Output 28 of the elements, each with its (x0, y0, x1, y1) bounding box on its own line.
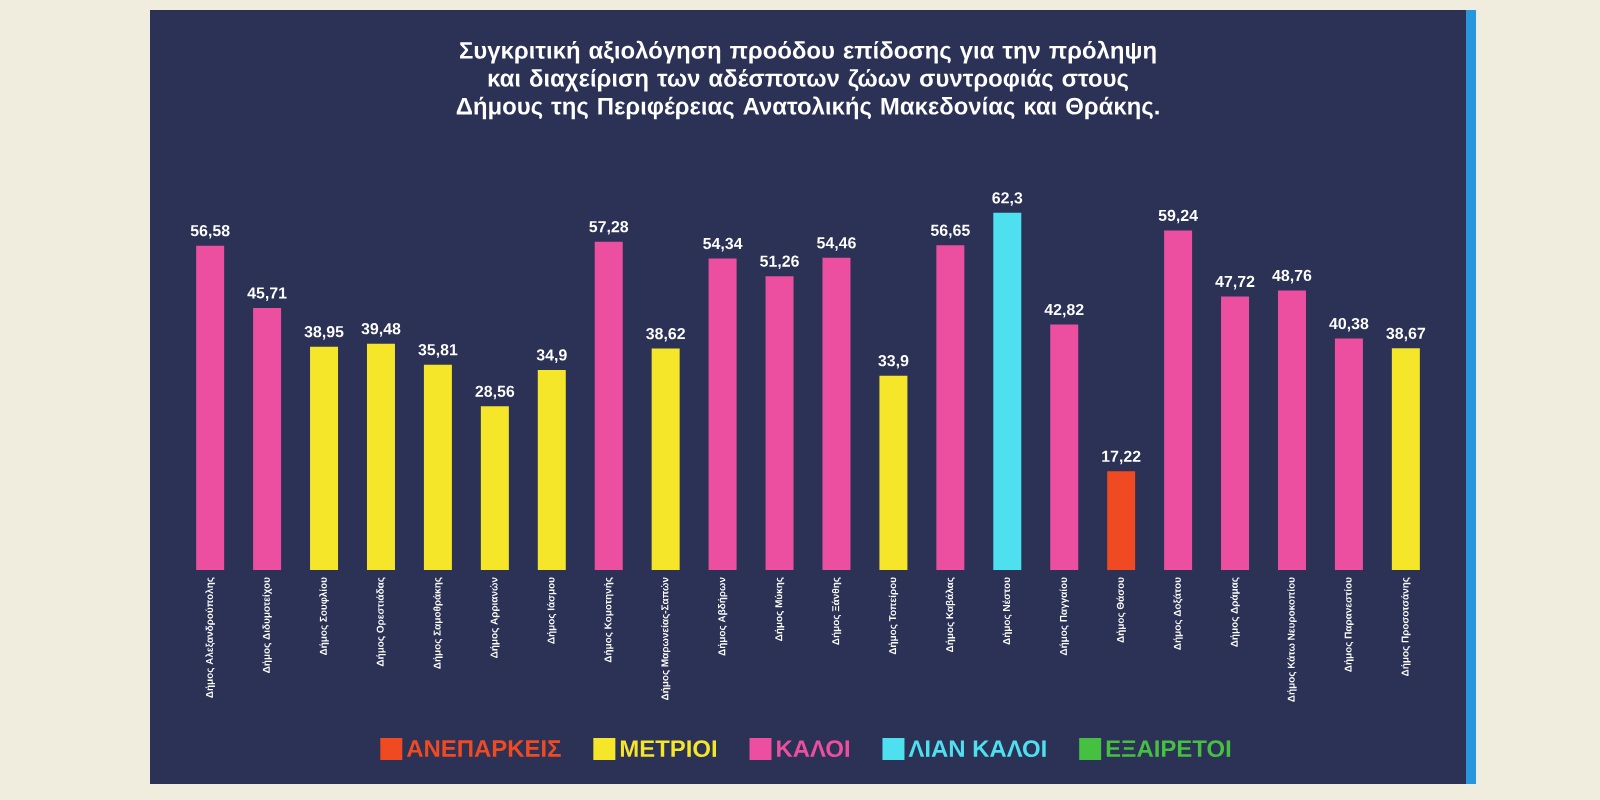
bar (310, 346, 339, 570)
bar (1164, 230, 1193, 570)
bar (537, 369, 566, 570)
bar (1277, 290, 1306, 570)
bar (936, 245, 965, 570)
bar (1221, 296, 1250, 570)
legend-label: ΕΞΑΙΡΕΤΟΙ (1106, 740, 1231, 758)
bar (1391, 348, 1420, 570)
bar (879, 375, 908, 570)
bar (651, 348, 680, 570)
bar (765, 276, 794, 570)
bar (708, 258, 737, 570)
legend-label: ΜΕΤΡΙΟΙ (620, 740, 717, 758)
legend-label: ΛΙΑΝ ΚΑΛΟΙ (908, 740, 1046, 758)
bar (366, 343, 395, 570)
bar (1334, 338, 1363, 570)
legend-label: ΑΝΕΠΑΡΚΕΙΣ (406, 740, 561, 757)
chart-title: Συγκριτική αξιολόγηση προόδου επίδοσης για την πρόληψη και διαχείριση των αδέσποτων ζώων συντροφιάς στους Δήμους της Περιφέρειας Ανατολικής Μακεδονίας και Θράκης. (456, 40, 1159, 120)
bar (1050, 324, 1079, 570)
bar (822, 257, 851, 570)
bar (1107, 471, 1136, 570)
legend-label: ΚΑΛΟΙ (777, 740, 849, 758)
bar (423, 364, 452, 570)
bar (253, 307, 282, 570)
bar (594, 241, 623, 570)
bar (196, 245, 225, 570)
bar (480, 406, 509, 570)
bar (993, 212, 1022, 570)
